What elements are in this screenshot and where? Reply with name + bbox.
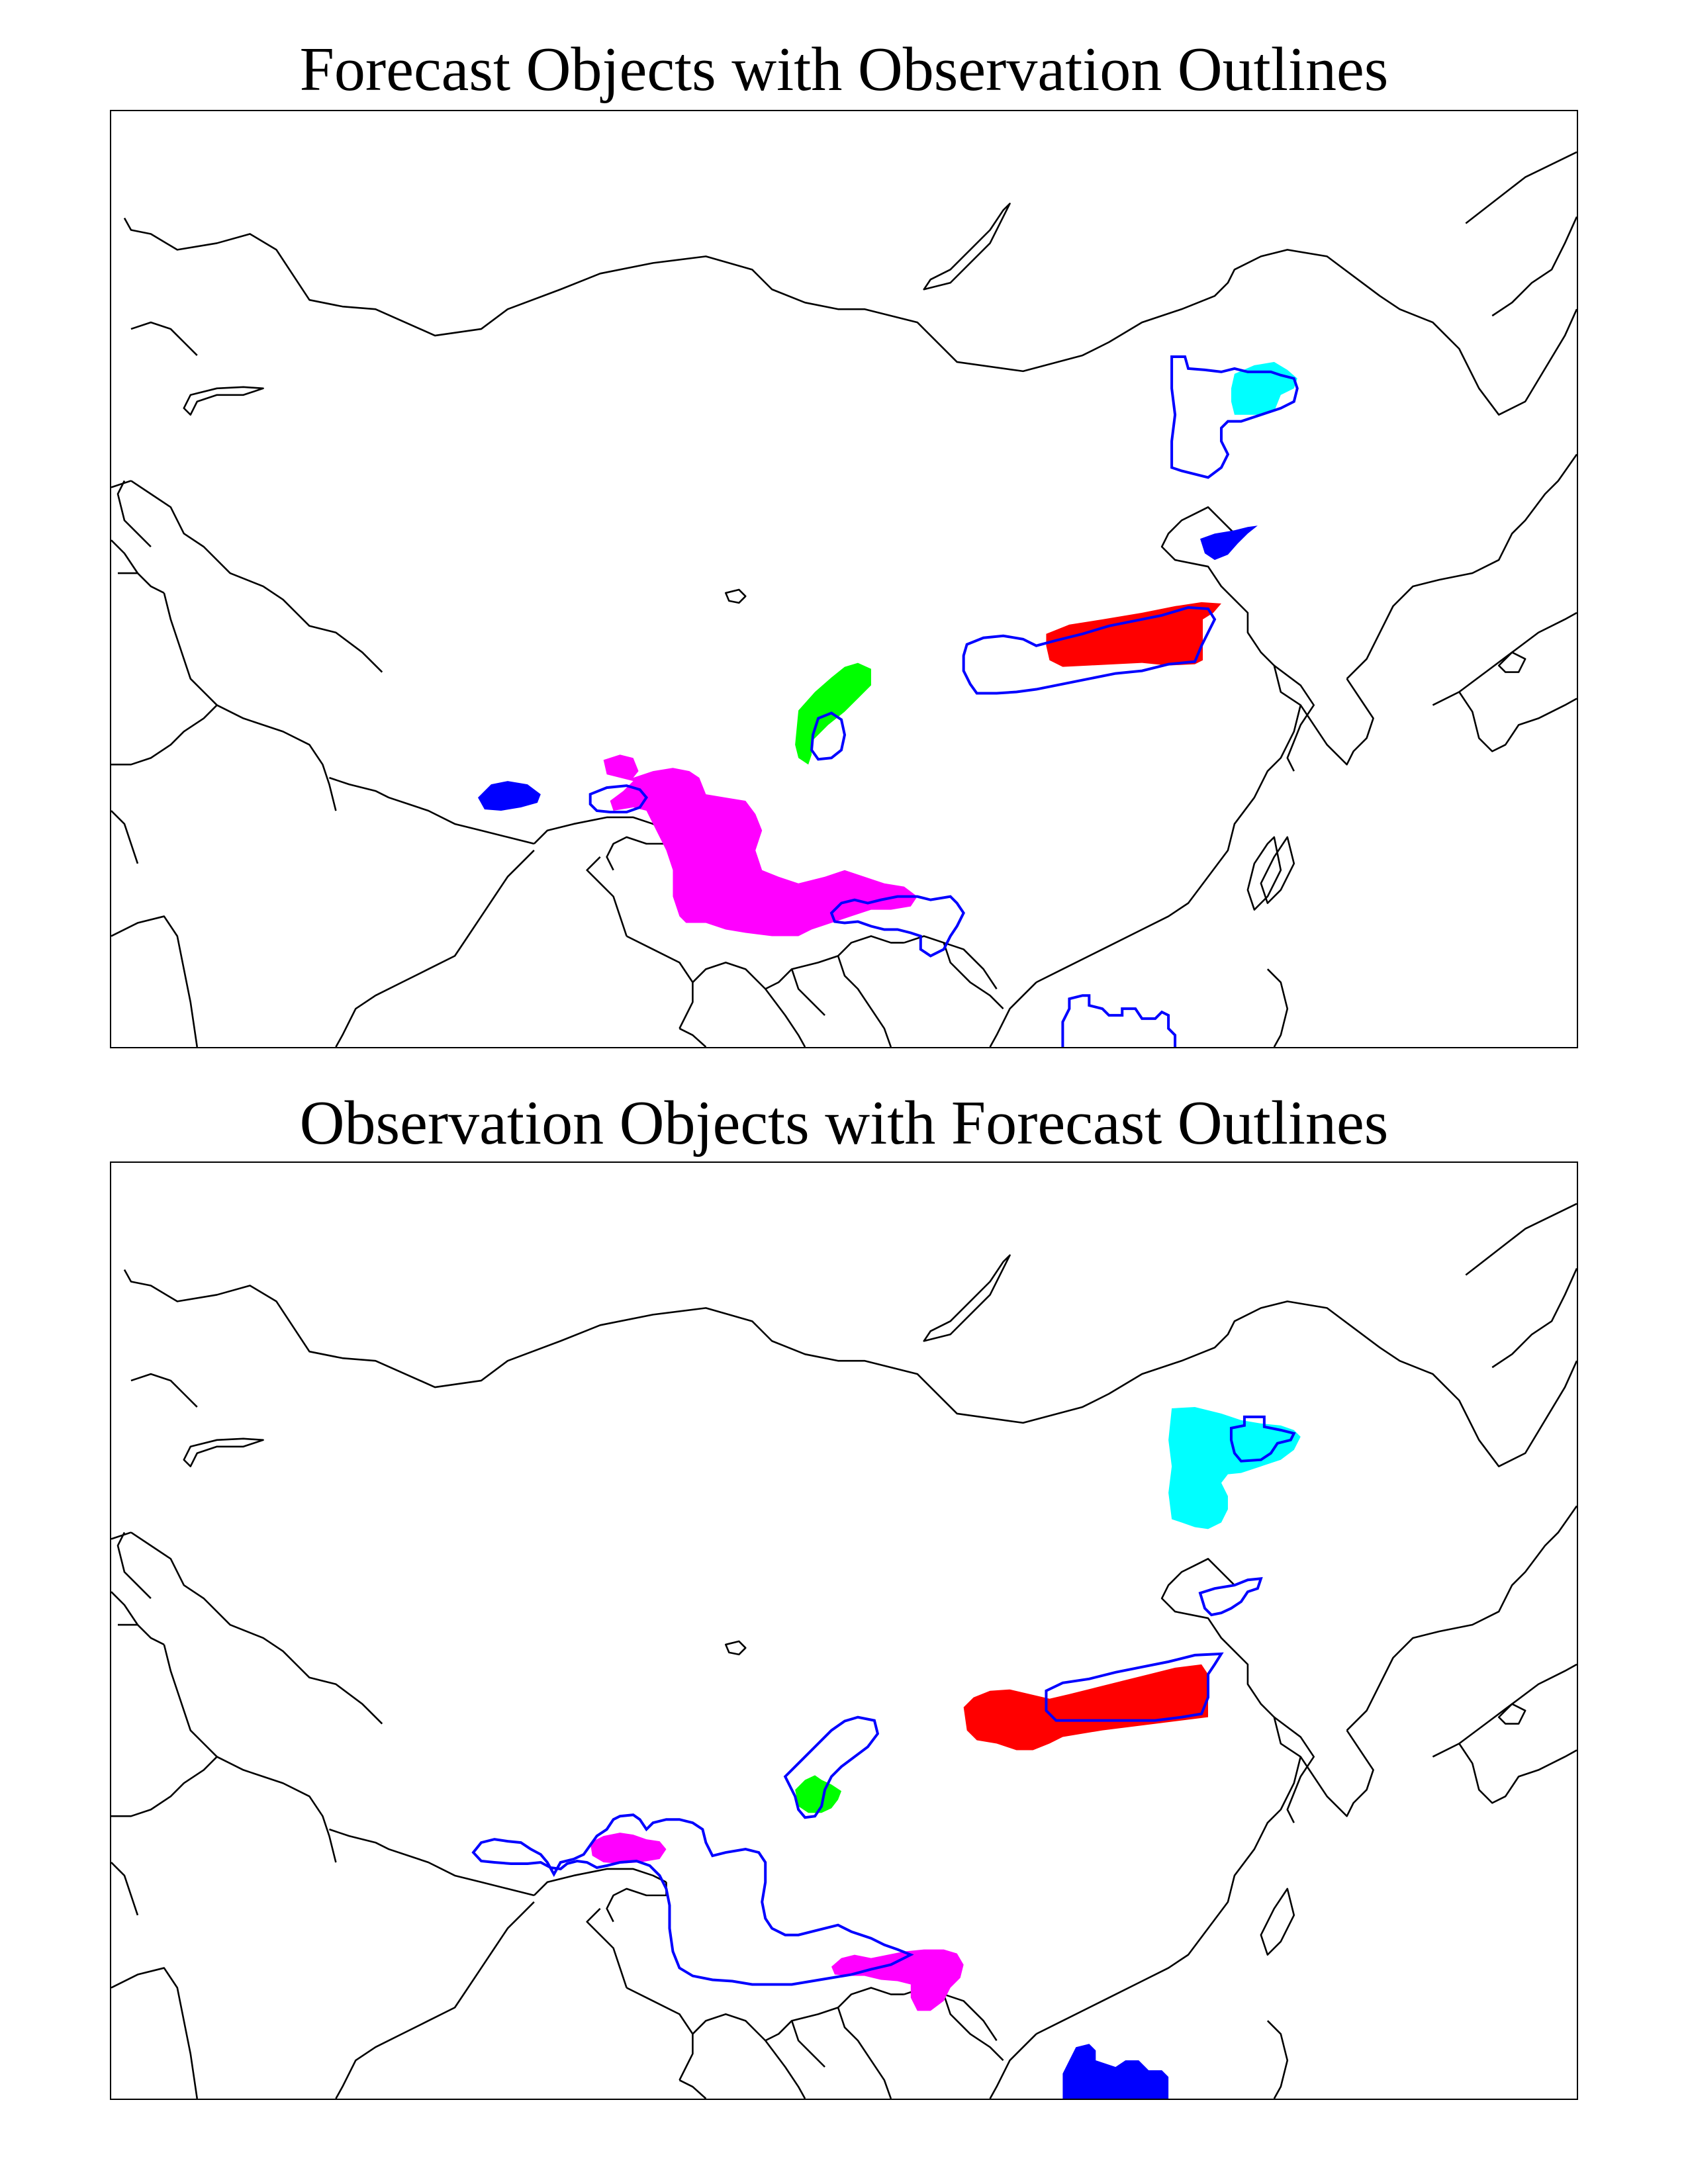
map-canvas-forecast (111, 151, 1577, 1047)
object-blue-northeast (1200, 525, 1258, 561)
outline-west (588, 784, 649, 813)
object-magenta-south (831, 1949, 964, 2011)
outline-cyan (1229, 1415, 1296, 1463)
map-canvas-observation (111, 1203, 1577, 2099)
outline-red (962, 606, 1217, 695)
observation-outlines (588, 355, 1299, 1047)
coastlines-borders (111, 1203, 1577, 2099)
outline-red (1045, 1652, 1224, 1722)
object-cyan (1168, 1406, 1301, 1529)
object-green (795, 1775, 842, 1813)
object-red (963, 1664, 1209, 1751)
outline-bottom (1061, 994, 1177, 1047)
outline-northeast (1198, 1576, 1263, 1617)
outline-south (829, 895, 965, 958)
object-magenta (603, 754, 917, 936)
observation-objects (590, 1406, 1301, 2099)
coastlines-borders (111, 151, 1577, 1047)
forecast-objects (477, 361, 1297, 936)
panel-title-observation: Observation Objects with Forecast Outlin… (299, 1089, 1389, 1158)
panel-title-forecast: Forecast Objects with Observation Outlin… (299, 35, 1389, 104)
map-forecast-objects (110, 110, 1578, 1048)
outline-green (783, 1715, 880, 1819)
outline-green (810, 711, 847, 761)
object-red (1046, 602, 1221, 667)
outline-cyan (1170, 355, 1299, 479)
object-blue-west (477, 781, 541, 811)
outline-magenta (471, 1813, 914, 1986)
object-blue-bottom (1062, 2044, 1169, 2099)
object-magenta-west (590, 1833, 667, 1864)
forecast-outlines (471, 1415, 1296, 1986)
map-observation-objects (110, 1161, 1578, 2100)
